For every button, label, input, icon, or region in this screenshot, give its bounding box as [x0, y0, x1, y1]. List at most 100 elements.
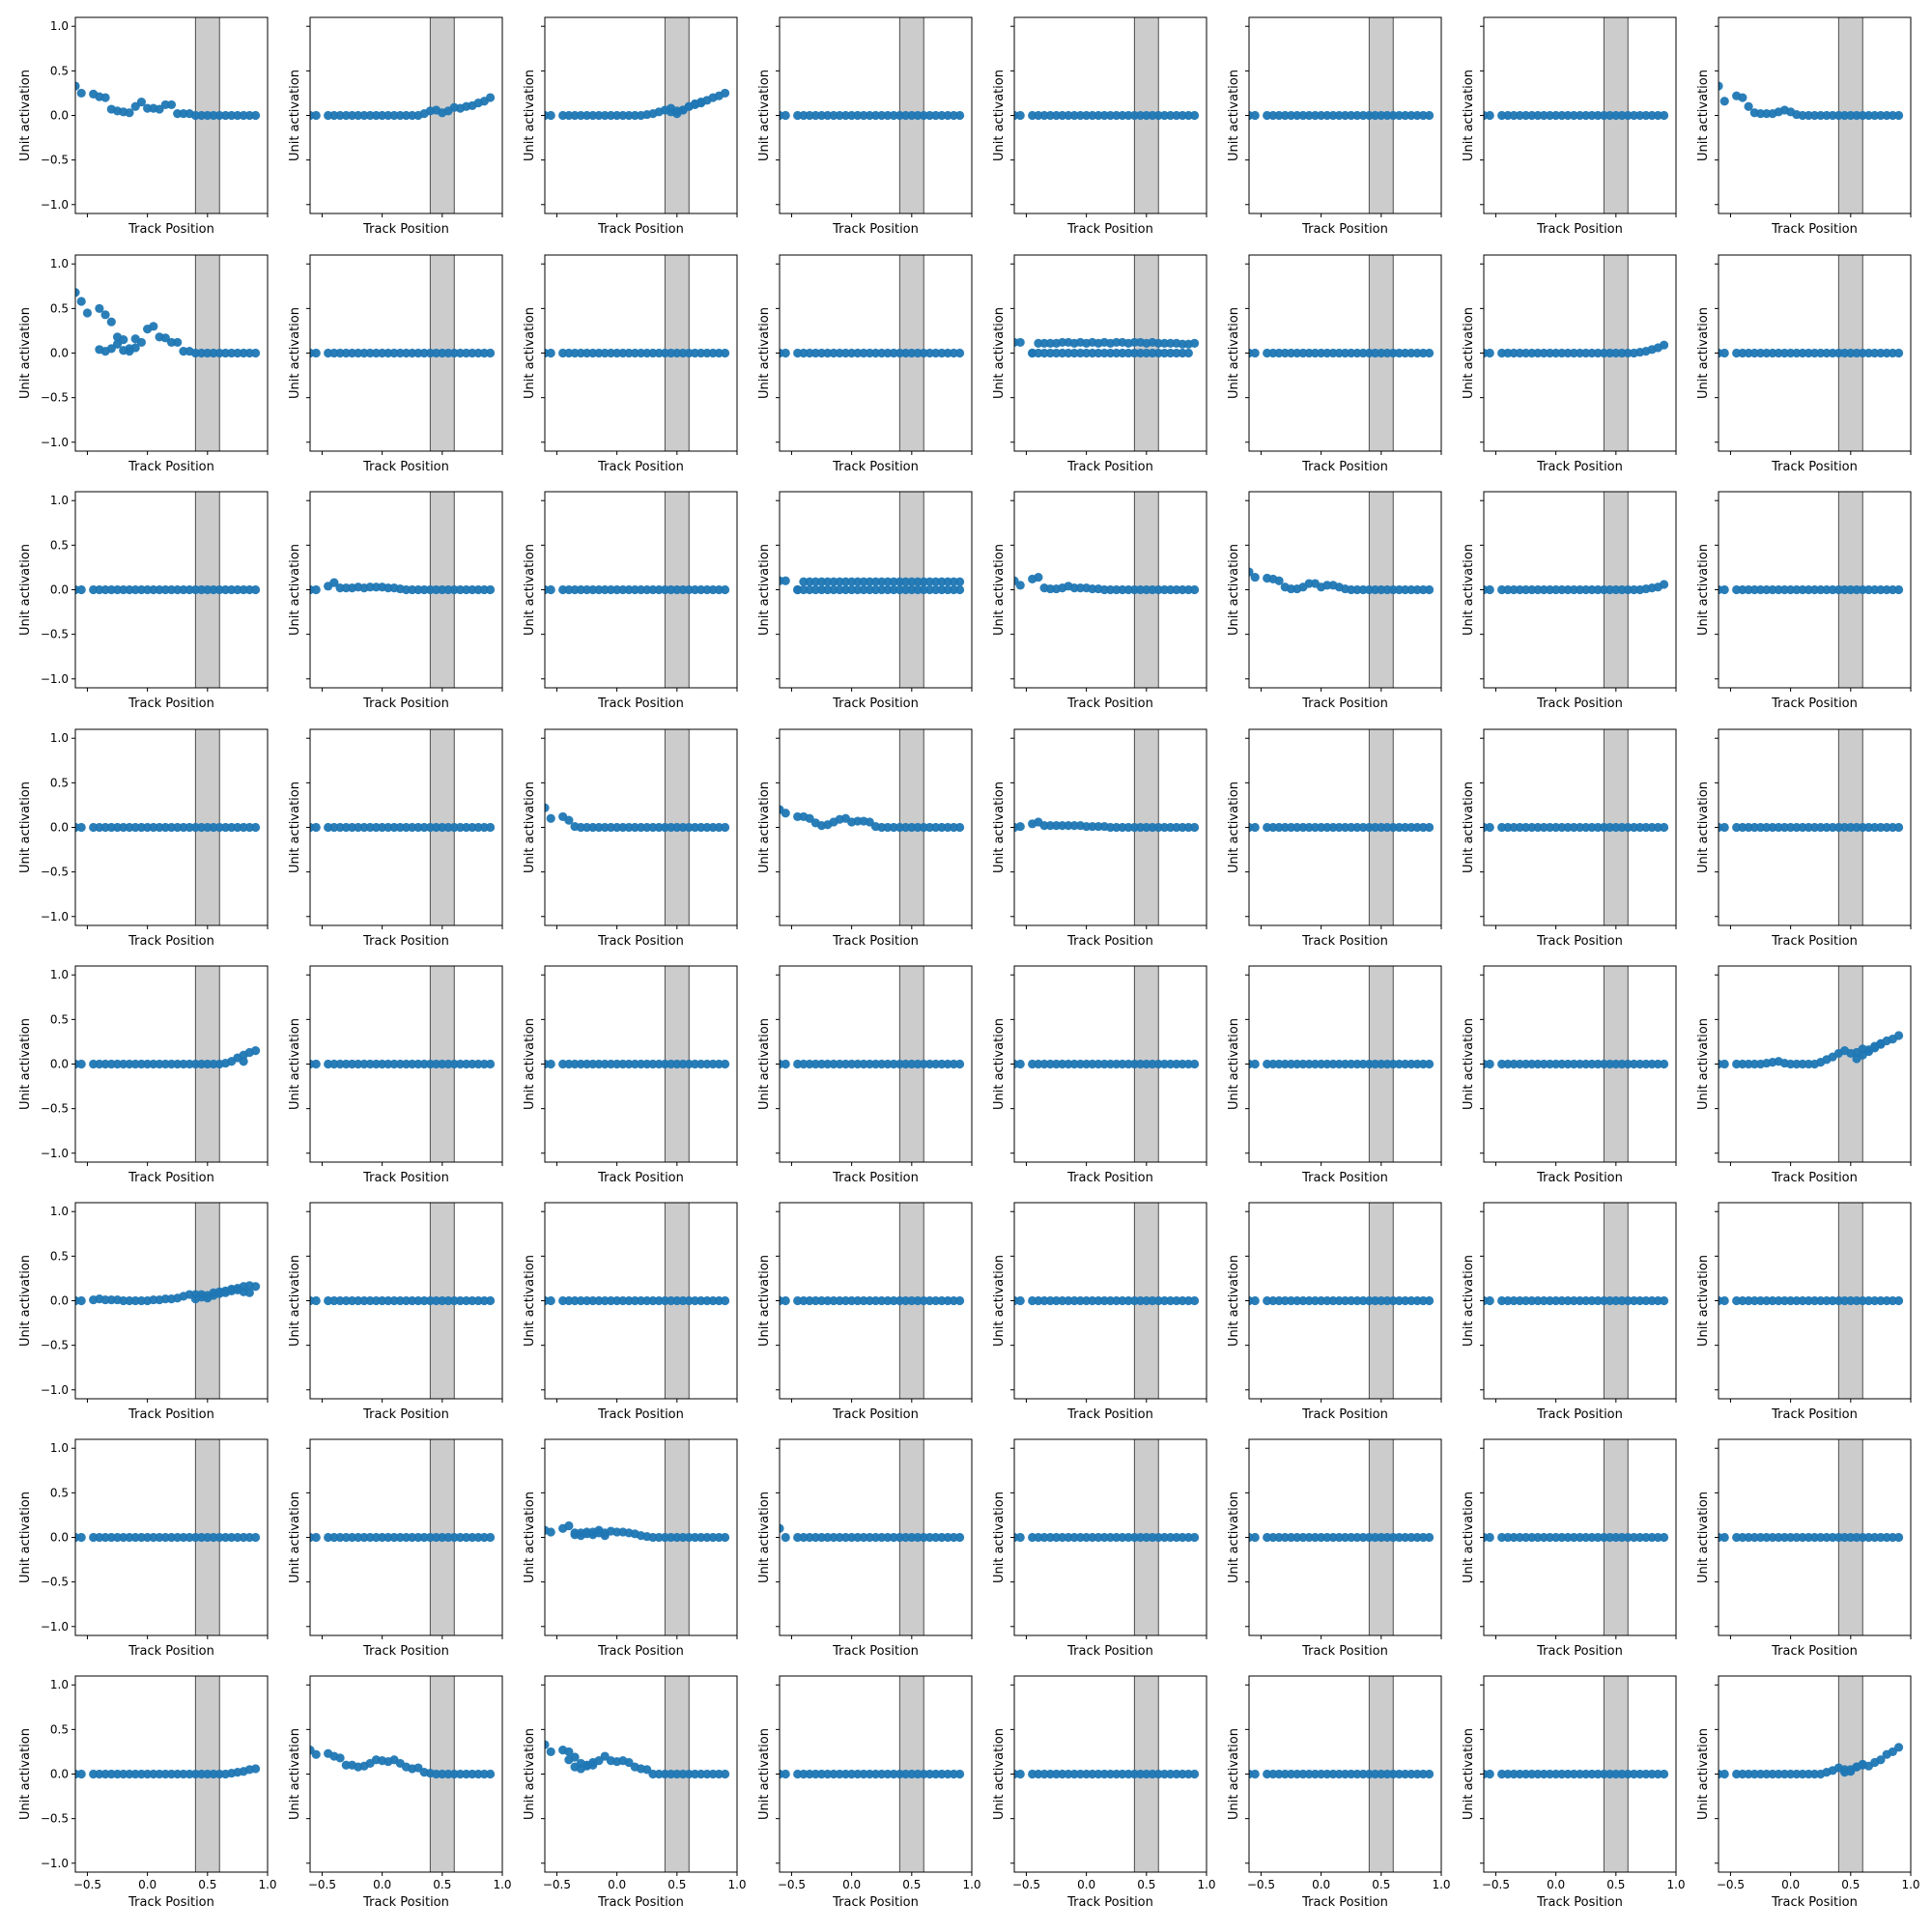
points: [75, 1764, 261, 1779]
data-point: [1719, 97, 1729, 106]
points: [545, 1295, 730, 1306]
data-point: [173, 337, 183, 348]
x-axis-label: Track Position: [597, 1644, 684, 1659]
panel-r2c6: Track Position Unit activation: [1462, 491, 1677, 711]
points: [1249, 110, 1435, 121]
panel-r5c6: Track Position Unit activation: [1462, 1202, 1677, 1422]
data-point: [546, 110, 555, 121]
y-axis-label: Unit activation: [757, 1255, 772, 1347]
x-tick-label: −0.5: [1012, 1878, 1040, 1891]
data-point: [564, 1520, 574, 1531]
y-tick-label: 1.0: [50, 19, 69, 33]
y-axis-label: Unit activation: [1227, 1728, 1241, 1820]
data-point: [1424, 348, 1435, 358]
data-point: [720, 1532, 730, 1543]
x-axis-label: Track Position: [1066, 460, 1153, 474]
data-point: [546, 1747, 555, 1757]
points: [310, 1059, 496, 1069]
data-point: [1485, 1532, 1494, 1543]
x-tick-label: −0.5: [1247, 1878, 1275, 1891]
y-axis-label: Unit activation: [1227, 307, 1241, 399]
data-point: [781, 809, 790, 818]
y-axis-label: Unit activation: [288, 1728, 302, 1820]
y-axis-label: Unit activation: [18, 1018, 33, 1110]
y-tick-label: 1.0: [50, 731, 69, 745]
points: [780, 110, 965, 121]
points: [1484, 110, 1669, 121]
x-axis-label: Track Position: [1301, 222, 1388, 237]
points: [1014, 1059, 1200, 1069]
y-tick-label: 0.5: [50, 301, 69, 315]
data-point: [311, 584, 321, 595]
x-axis-label: Track Position: [1771, 696, 1858, 711]
y-axis-label: Unit activation: [1227, 781, 1241, 873]
x-axis-label: Track Position: [1066, 696, 1153, 711]
data-point: [1485, 584, 1494, 595]
y-axis-label: Unit activation: [992, 1255, 1007, 1347]
panel-r0c2: Track Position Unit activation: [523, 16, 738, 237]
points: [780, 1769, 965, 1779]
data-point: [75, 288, 80, 298]
x-axis-label: Track Position: [1771, 460, 1858, 474]
data-point: [1876, 1755, 1886, 1765]
data-point: [1015, 821, 1025, 832]
x-axis-label: Track Position: [832, 934, 919, 949]
x-axis-label: Track Position: [1301, 1895, 1388, 1910]
y-axis-label: Unit activation: [523, 307, 537, 399]
data-point: [1719, 1295, 1729, 1306]
data-point: [1015, 1532, 1025, 1543]
points: [75, 1281, 261, 1306]
x-axis-label: Track Position: [597, 696, 684, 711]
data-point: [1659, 340, 1669, 350]
data-point: [485, 822, 496, 833]
x-axis-label: Track Position: [597, 934, 684, 949]
data-point: [1250, 348, 1260, 358]
data-point: [720, 1059, 730, 1069]
points: [1484, 580, 1669, 595]
data-point: [1189, 110, 1200, 121]
points: [75, 584, 261, 595]
data-point: [311, 822, 321, 833]
panel-r0c4: Track Position Unit activation: [992, 16, 1208, 237]
y-tick-label: 1.0: [50, 1205, 69, 1218]
x-axis-label: Track Position: [362, 1171, 449, 1185]
panel-r3c5: Track Position Unit activation: [1227, 728, 1442, 949]
y-tick-label: 0.0: [50, 1531, 69, 1545]
y-axis-label: Unit activation: [18, 781, 33, 873]
data-point: [781, 1059, 790, 1069]
data-point: [1738, 93, 1747, 102]
x-axis-label: Track Position: [362, 1895, 449, 1910]
x-tick-label: 1.0: [1666, 1878, 1685, 1891]
data-point: [1189, 1769, 1200, 1779]
data-point: [1250, 1769, 1260, 1779]
points: [1249, 348, 1435, 358]
data-point: [1893, 1031, 1904, 1040]
data-point: [546, 1059, 555, 1069]
panel-r7c1: −0.5 0.0 0.5 1.0 Track Position Unit activati…: [288, 1675, 512, 1910]
data-point: [485, 93, 496, 102]
points: [310, 822, 496, 833]
data-point: [1189, 338, 1200, 348]
data-point: [1250, 822, 1260, 833]
x-tick-label: 0.5: [433, 1878, 451, 1891]
data-point: [76, 1059, 86, 1069]
data-point: [1183, 348, 1193, 358]
y-axis-label: Unit activation: [1462, 1255, 1476, 1347]
x-axis-label: Track Position: [1771, 934, 1858, 949]
data-point: [335, 1753, 345, 1763]
y-tick-label: 0.5: [50, 1012, 69, 1026]
y-tick-label: 0.5: [50, 538, 69, 552]
panel-r5c0: −1.0 −0.5 0.0 0.5 1.0 Track Position Unit acti…: [18, 1202, 269, 1422]
x-tick-label: −0.5: [1482, 1878, 1510, 1891]
panel-r7c3: −0.5 0.0 0.5 1.0 Track Position Unit activati…: [757, 1675, 981, 1910]
y-tick-label: 0.5: [50, 776, 69, 789]
y-axis-label: Unit activation: [1696, 307, 1711, 399]
y-axis-label: Unit activation: [18, 307, 33, 399]
panel-r4c6: Track Position Unit activation: [1462, 965, 1677, 1185]
y-axis-label: Unit activation: [1696, 544, 1711, 636]
points: [310, 578, 496, 595]
data-point: [1250, 572, 1260, 582]
y-axis-label: Unit activation: [18, 1492, 33, 1583]
data-point: [485, 348, 496, 358]
